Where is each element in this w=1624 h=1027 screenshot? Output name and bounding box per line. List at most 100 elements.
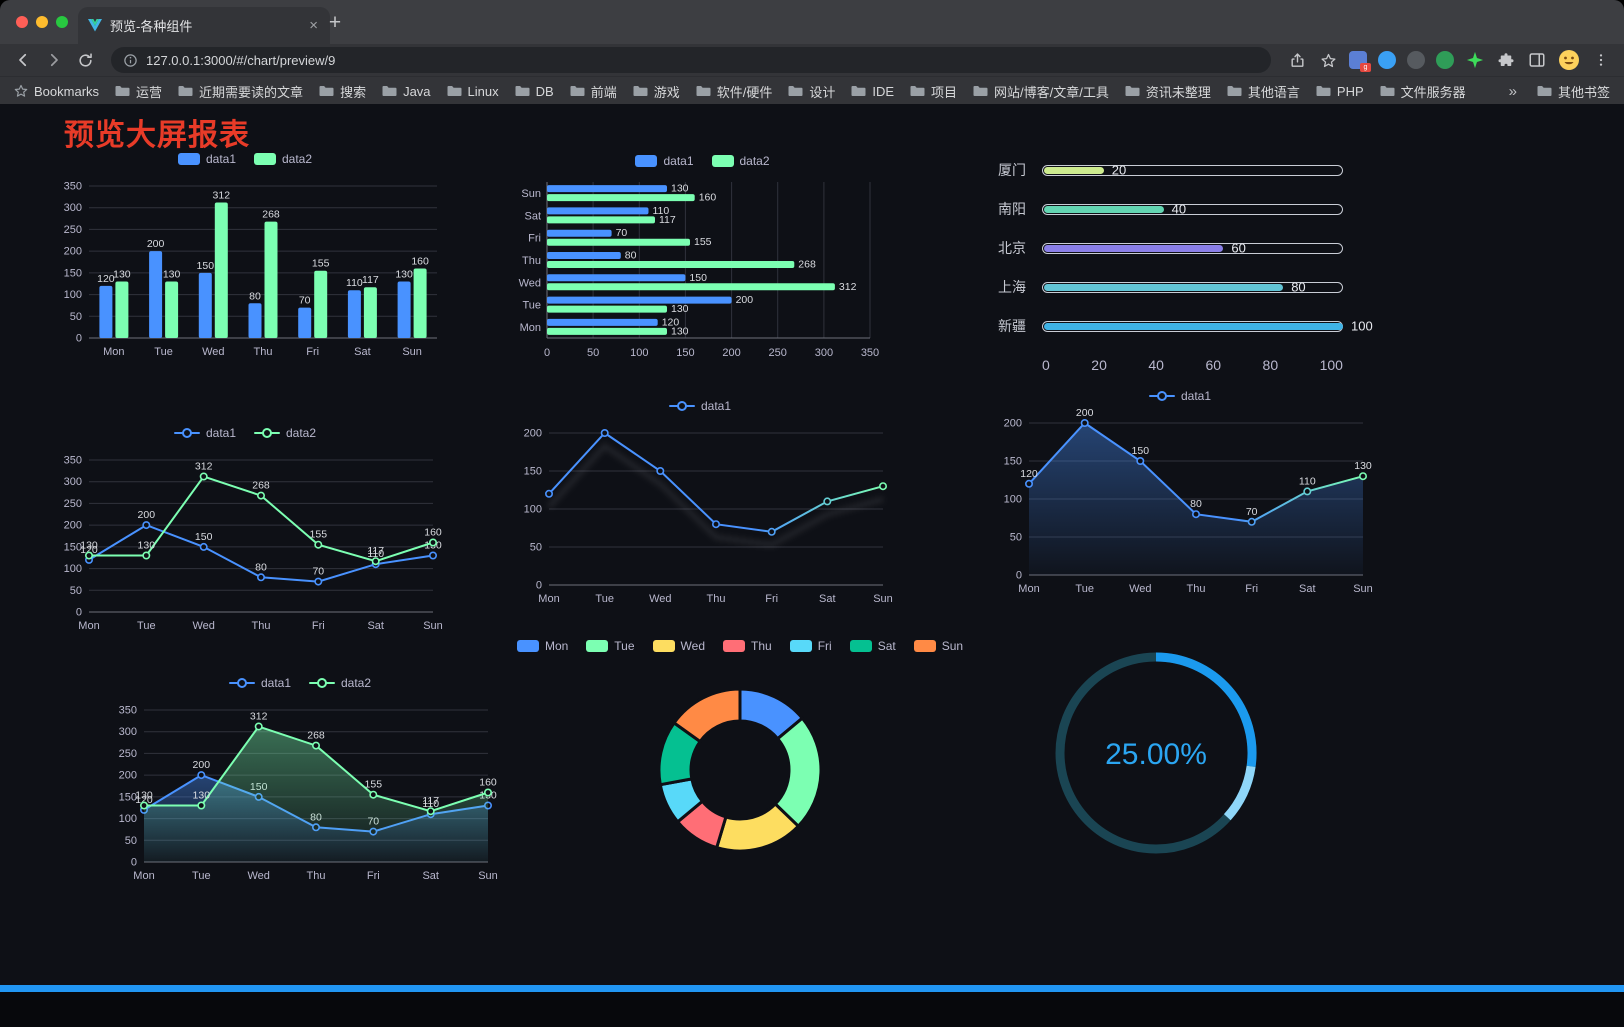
minimize-window-button[interactable] <box>36 16 48 28</box>
bookmark-folder-运营[interactable]: 运营 <box>115 82 162 101</box>
progress-label: 新疆 <box>998 318 1026 334</box>
legend-item-Thu[interactable]: Thu <box>723 639 772 653</box>
bookmark-folder-Java[interactable]: Java <box>382 84 431 99</box>
side-panel-icon[interactable] <box>1524 47 1550 73</box>
svg-text:117: 117 <box>362 274 379 286</box>
legend-item-data1[interactable]: data1 <box>635 154 694 168</box>
legend-label: Tue <box>614 639 635 653</box>
forward-button[interactable] <box>41 47 67 73</box>
bookmark-folder-label: Linux <box>467 83 499 99</box>
svg-text:110: 110 <box>653 205 670 217</box>
address-bar[interactable]: 127.0.0.1:3000/#/chart/preview/9 <box>111 47 1271 73</box>
svg-text:Thu: Thu <box>1187 583 1206 595</box>
legend-item-data1[interactable]: data1 <box>1148 389 1212 403</box>
svg-text:Sat: Sat <box>524 210 541 222</box>
legend-item-data1[interactable]: data1 <box>668 399 731 413</box>
bookmark-folder-设计[interactable]: 设计 <box>788 82 835 101</box>
bookmark-folder-近期需要读的文章[interactable]: 近期需要读的文章 <box>178 82 303 101</box>
reload-button[interactable] <box>72 47 98 73</box>
bookmark-folder-文件服务器[interactable]: 文件服务器 <box>1380 82 1466 101</box>
legend-item-Mon[interactable]: Mon <box>516 639 568 653</box>
svg-text:100: 100 <box>630 347 648 359</box>
new-tab-button[interactable]: + <box>328 11 342 34</box>
svg-text:200: 200 <box>1076 407 1094 419</box>
svg-text:Fri: Fri <box>765 593 778 605</box>
tab-close-icon[interactable]: × <box>309 17 318 34</box>
extension-icon-drop[interactable] <box>1378 51 1396 69</box>
bookmark-folder-label: 软件/硬件 <box>716 84 773 100</box>
svg-text:130: 130 <box>163 269 181 281</box>
legend-item-data2[interactable]: data2 <box>254 152 312 166</box>
legend-item-data2[interactable]: data2 <box>309 676 371 690</box>
bookmark-folder-label: 前端 <box>590 84 617 100</box>
svg-text:Wed: Wed <box>247 870 269 882</box>
legend-item-Sat[interactable]: Sat <box>849 639 896 653</box>
legend-item-data1[interactable]: data1 <box>228 676 291 690</box>
svg-text:0: 0 <box>131 857 137 869</box>
svg-text:350: 350 <box>119 705 137 717</box>
legend-item-Wed[interactable]: Wed <box>652 639 705 653</box>
bookmark-folder-其他语言[interactable]: 其他语言 <box>1227 82 1300 101</box>
bookmark-folder-IDE[interactable]: IDE <box>851 84 894 99</box>
close-window-button[interactable] <box>16 16 28 28</box>
bookmark-folder-Linux[interactable]: Linux <box>447 84 499 99</box>
bookmark-folder-label: 其他语言 <box>1247 84 1300 100</box>
bookmark-folder-前端[interactable]: 前端 <box>570 82 617 101</box>
svg-text:Sun: Sun <box>478 870 498 882</box>
bookmark-folder-PHP[interactable]: PHP <box>1316 84 1364 99</box>
chart-legend: data1 data2 <box>100 672 500 694</box>
legend-item-data1[interactable]: data1 <box>177 152 236 166</box>
legend-item-Tue[interactable]: Tue <box>586 639 635 653</box>
bookmark-folder-游戏[interactable]: 游戏 <box>633 82 680 101</box>
toolbar: 127.0.0.1:3000/#/chart/preview/9 g <box>0 44 1624 76</box>
extension-icon-green[interactable] <box>1436 51 1454 69</box>
legend-marker <box>635 155 658 167</box>
svg-text:Mon: Mon <box>133 870 154 882</box>
legend-item-data2[interactable]: data2 <box>711 154 770 168</box>
horizontal-bar-chart: data1 data2 0 50 100 150 200 250 300 350 Mon 120 130… <box>505 150 900 362</box>
legend-item-data1[interactable]: data1 <box>173 426 236 440</box>
bookmark-folder-DB[interactable]: DB <box>515 84 554 99</box>
svg-text:130: 130 <box>671 183 689 195</box>
legend-label: data1 <box>1180 389 1212 403</box>
zoom-window-button[interactable] <box>56 16 68 28</box>
legend-item-data2[interactable]: data2 <box>254 426 316 440</box>
svg-text:Sun: Sun <box>1353 583 1373 595</box>
bookmark-folder-资讯未整理[interactable]: 资讯未整理 <box>1125 82 1211 101</box>
bookmark-folder-搜索[interactable]: 搜索 <box>319 82 366 101</box>
progress-label: 南阳 <box>998 201 1026 217</box>
legend-item-Fri[interactable]: Fri <box>789 639 832 653</box>
bookmark-folder-软件/硬件[interactable]: 软件/硬件 <box>696 82 773 101</box>
svg-text:Mon: Mon <box>78 620 99 632</box>
svg-text:268: 268 <box>252 480 270 492</box>
site-info-icon[interactable] <box>123 53 138 68</box>
svg-text:Fri: Fri <box>312 620 325 632</box>
browser-tab[interactable]: 预览-各种组件 × <box>78 7 330 44</box>
bookmark-star-icon[interactable] <box>1315 47 1341 73</box>
menu-icon[interactable] <box>1588 47 1614 73</box>
legend-marker <box>913 640 936 652</box>
bookmarks-manager[interactable]: Bookmarks <box>14 84 99 99</box>
extensions-puzzle-icon[interactable] <box>1493 47 1519 73</box>
progress-axis: 0 20 40 60 80 100 <box>1042 357 1343 373</box>
profile-avatar[interactable] <box>1558 49 1580 71</box>
extension-icon-star[interactable] <box>1462 47 1488 73</box>
svg-text:150: 150 <box>64 267 82 279</box>
bookmark-folder-网站/博客/文章/工具[interactable]: 网站/博客/文章/工具 <box>973 82 1109 101</box>
svg-text:250: 250 <box>769 347 787 359</box>
back-button[interactable] <box>10 47 36 73</box>
bookmark-folder-项目[interactable]: 项目 <box>910 82 957 101</box>
bookmarks-overflow-chevron[interactable]: » <box>1508 82 1517 100</box>
extension-icon-dark[interactable] <box>1407 51 1425 69</box>
svg-text:200: 200 <box>722 347 740 359</box>
extension-icon-tag[interactable]: g <box>1349 51 1371 72</box>
svg-text:100: 100 <box>524 504 542 516</box>
svg-text:Wed: Wed <box>192 620 214 632</box>
bookmark-folder-list: 运营 近期需要读的文章 搜索 Java Linux DB 前端 游戏 软件/硬件 设计 IDE 项目 网… <box>115 82 1489 101</box>
svg-text:160: 160 <box>479 777 497 789</box>
legend-item-Sun[interactable]: Sun <box>913 639 963 653</box>
svg-text:200: 200 <box>147 238 165 250</box>
other-bookmarks[interactable]: 其他书签 <box>1537 82 1610 101</box>
share-icon[interactable] <box>1284 47 1310 73</box>
